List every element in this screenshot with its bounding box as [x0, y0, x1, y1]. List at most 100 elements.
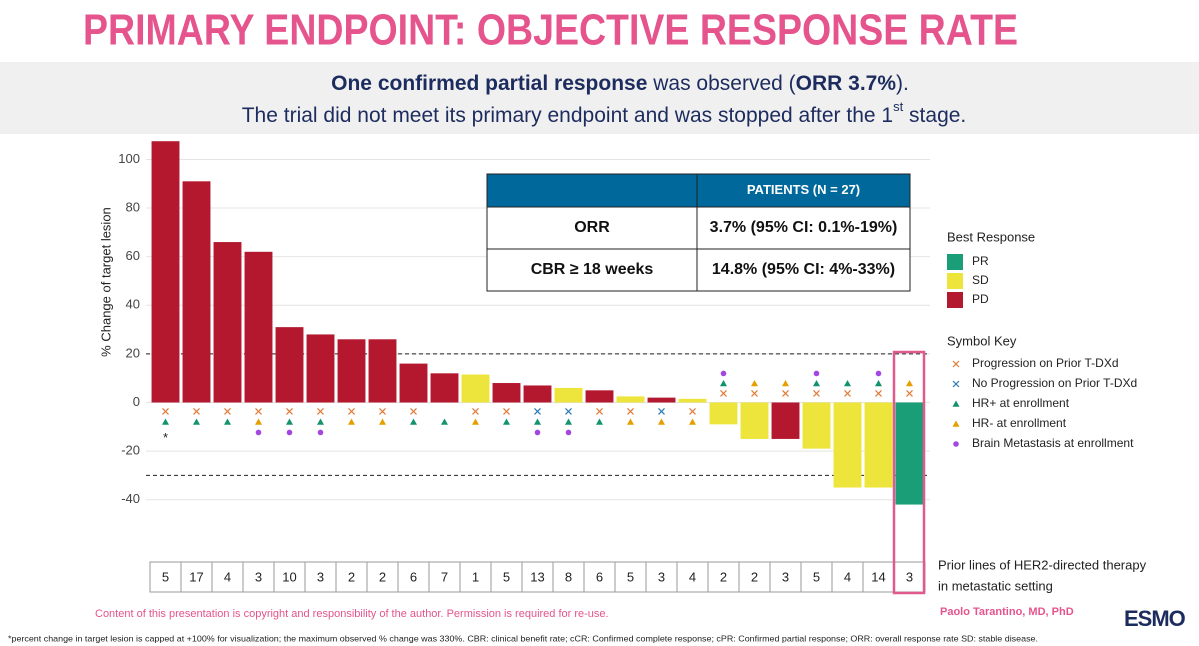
legend-label: PD [972, 292, 989, 306]
table-header-bg [487, 174, 910, 207]
symbol-triangle [782, 379, 789, 387]
prior-lines-cell [211, 561, 244, 593]
cross-stroke [286, 408, 293, 415]
bar [368, 339, 397, 403]
symbol-triangle [503, 418, 510, 425]
symbol-dot [286, 429, 293, 436]
legend-label: SD [972, 273, 989, 287]
y-tick-label: -20 [121, 443, 140, 458]
symbol-cross [844, 390, 851, 397]
symbol-triangle [596, 418, 603, 425]
symbol-dot [255, 429, 262, 436]
symbol-triangle [952, 420, 960, 427]
symbol-triangle [844, 379, 851, 387]
prior-lines-value: 3 [906, 569, 913, 584]
symbol-cross [952, 380, 960, 388]
slide-title: PRIMARY ENDPOINT: OBJECTIVE RESPONSE RAT… [83, 6, 1018, 55]
prior-lines-cell [490, 561, 523, 593]
symbol-triangle [472, 418, 479, 425]
bar [709, 402, 738, 425]
legend-title: Best Response [947, 229, 1035, 244]
symbol-cross [782, 390, 789, 397]
cross-stroke [193, 408, 200, 415]
symbol-cross [906, 390, 913, 397]
legend-swatch [947, 292, 963, 308]
copyright: Content of this presentation is copyrigh… [95, 608, 609, 620]
cross-stroke [782, 390, 789, 397]
prior-lines-cell [428, 561, 461, 593]
table-cell: 3.7% (95% CI: 0.1%-19%) [710, 219, 898, 236]
prior-lines-cell [707, 561, 740, 593]
prior-lines-cell [180, 561, 213, 593]
prior-lines-value: 5 [162, 569, 169, 584]
cross-stroke [317, 408, 324, 415]
bar [678, 398, 707, 403]
symbol-triangle [751, 379, 758, 387]
cross-stroke [224, 408, 231, 415]
bar [213, 242, 242, 403]
legend-symbol [952, 360, 960, 368]
bar [399, 363, 428, 403]
prior-lines-cell [893, 561, 926, 593]
bar [492, 383, 521, 403]
prior-lines-value: 2 [379, 569, 386, 584]
subtitle-text: stage. [903, 104, 966, 127]
prior-lines-value: 5 [503, 569, 510, 584]
symbol-cross [952, 360, 960, 368]
prior-lines-value: 6 [596, 569, 603, 584]
subtitle-line: One confirmed partial response was obser… [331, 72, 909, 95]
prior-lines-value: 2 [348, 569, 355, 584]
prior-lines-value: 14 [871, 569, 885, 584]
bar [523, 385, 552, 403]
legend-label: PR [972, 254, 989, 268]
symbol-triangle [534, 418, 541, 425]
prior-lines-cell [645, 561, 678, 593]
table-cell: 14.8% (95% CI: 4%-33%) [712, 261, 895, 278]
bar [740, 402, 769, 439]
logo: ESMO [1124, 606, 1186, 631]
legend-symbol [953, 441, 959, 447]
prior-lines-cell [769, 561, 802, 593]
symbol-cross [503, 408, 510, 415]
bar [554, 387, 583, 403]
legend-title: Symbol Key [947, 333, 1017, 348]
subtitle-bold: ORR 3.7% [796, 72, 897, 95]
symbol-triangle [286, 418, 293, 425]
symbol-triangle [627, 418, 634, 425]
symbol-cross [317, 408, 324, 415]
bar [771, 402, 800, 439]
prior-lines-cell [335, 561, 368, 593]
prior-lines-cell [738, 561, 771, 593]
cross-stroke [875, 390, 882, 397]
bar [802, 402, 831, 449]
symbol-cross [875, 390, 882, 397]
y-tick-label: 40 [126, 297, 140, 312]
symbol-cross [596, 408, 603, 415]
symbol-cross [286, 408, 293, 415]
symbol-cross [689, 408, 696, 415]
y-tick-label: -40 [121, 491, 140, 506]
prior-lines-cell [583, 561, 616, 593]
prior-lines-value: 6 [410, 569, 417, 584]
symbol-triangle [689, 418, 696, 425]
prior-lines-value: 3 [782, 569, 789, 584]
y-axis-label: % Change of target lesion [98, 207, 113, 357]
prior-lines-cell [521, 561, 554, 593]
symbol-cross [751, 390, 758, 397]
prior-lines-cell [831, 561, 864, 593]
prior-lines-value: 13 [530, 569, 544, 584]
subtitle-band [0, 62, 1199, 134]
cross-stroke [813, 390, 820, 397]
symbol-triangle [410, 418, 417, 425]
cross-stroke [906, 390, 913, 397]
cross-stroke [952, 380, 960, 388]
symbol-triangle [952, 400, 960, 407]
subtitle-line: The trial did not meet its primary endpo… [242, 99, 967, 126]
y-tick-label: 0 [133, 394, 140, 409]
prior-lines-cell [366, 561, 399, 593]
cross-stroke [472, 408, 479, 415]
bar [585, 390, 614, 403]
symbol-cross [348, 408, 355, 415]
symbol-triangle [875, 379, 882, 387]
